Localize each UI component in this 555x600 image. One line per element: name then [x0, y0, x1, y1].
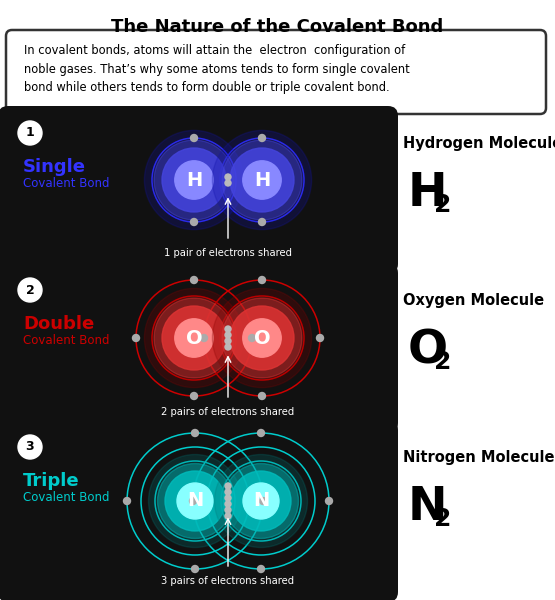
- Circle shape: [230, 306, 294, 370]
- Circle shape: [243, 161, 281, 199]
- Text: H: H: [408, 171, 448, 216]
- Circle shape: [144, 130, 244, 230]
- Circle shape: [190, 277, 198, 283]
- Circle shape: [259, 218, 265, 226]
- Circle shape: [225, 180, 231, 186]
- Text: Oxygen Molecule: Oxygen Molecule: [403, 293, 544, 308]
- Text: O: O: [186, 329, 203, 347]
- Circle shape: [190, 134, 198, 142]
- Circle shape: [225, 326, 231, 332]
- Circle shape: [249, 335, 255, 341]
- Text: Triple: Triple: [23, 472, 79, 490]
- Circle shape: [18, 121, 42, 145]
- Circle shape: [230, 148, 294, 212]
- Circle shape: [325, 497, 332, 505]
- Circle shape: [243, 483, 279, 519]
- Circle shape: [154, 298, 234, 378]
- Circle shape: [225, 174, 231, 180]
- Circle shape: [213, 130, 311, 230]
- Circle shape: [144, 289, 244, 388]
- Circle shape: [224, 463, 299, 539]
- Text: In covalent bonds, atoms will attain the  electron  configuration of
noble gases: In covalent bonds, atoms will attain the…: [24, 44, 410, 94]
- Text: 1: 1: [26, 127, 34, 139]
- Circle shape: [225, 507, 231, 513]
- Text: 2: 2: [434, 193, 451, 217]
- FancyBboxPatch shape: [0, 263, 398, 433]
- Circle shape: [158, 463, 233, 539]
- Text: N: N: [253, 491, 269, 511]
- Circle shape: [149, 455, 241, 547]
- Text: Hydrogen Molecule: Hydrogen Molecule: [403, 136, 555, 151]
- Text: Nitrogen Molecule: Nitrogen Molecule: [403, 450, 554, 465]
- Circle shape: [222, 298, 302, 378]
- Text: Covalent Bond: Covalent Bond: [23, 491, 109, 504]
- Circle shape: [260, 497, 266, 505]
- Circle shape: [258, 565, 265, 572]
- Circle shape: [243, 319, 281, 357]
- Text: N: N: [408, 485, 448, 530]
- Circle shape: [190, 392, 198, 400]
- Text: O: O: [408, 328, 448, 373]
- Text: 3: 3: [26, 440, 34, 454]
- FancyBboxPatch shape: [0, 420, 398, 600]
- Text: The Nature of the Covalent Bond: The Nature of the Covalent Bond: [111, 18, 443, 36]
- FancyBboxPatch shape: [6, 30, 546, 114]
- Circle shape: [214, 455, 307, 547]
- Text: 2: 2: [26, 283, 34, 296]
- Circle shape: [225, 344, 231, 350]
- Circle shape: [190, 218, 198, 226]
- Circle shape: [259, 134, 265, 142]
- Text: Single: Single: [23, 158, 86, 176]
- Circle shape: [18, 278, 42, 302]
- Text: 3 pairs of electrons shared: 3 pairs of electrons shared: [162, 576, 295, 586]
- Circle shape: [225, 513, 231, 519]
- Circle shape: [259, 277, 265, 283]
- Text: Double: Double: [23, 315, 94, 333]
- Circle shape: [191, 430, 199, 437]
- Text: H: H: [254, 170, 270, 190]
- Circle shape: [177, 483, 213, 519]
- Circle shape: [200, 335, 208, 341]
- Text: Covalent Bond: Covalent Bond: [23, 334, 109, 347]
- Circle shape: [213, 289, 311, 388]
- Circle shape: [162, 306, 226, 370]
- Circle shape: [225, 338, 231, 344]
- Circle shape: [133, 335, 139, 341]
- Circle shape: [225, 495, 231, 501]
- Text: 2: 2: [434, 507, 451, 531]
- Circle shape: [225, 501, 231, 507]
- Circle shape: [18, 435, 42, 459]
- Text: 2: 2: [434, 350, 451, 374]
- Text: 2 pairs of electrons shared: 2 pairs of electrons shared: [162, 407, 295, 417]
- Circle shape: [162, 148, 226, 212]
- Text: O: O: [254, 329, 270, 347]
- Circle shape: [225, 332, 231, 338]
- Circle shape: [316, 335, 324, 341]
- FancyBboxPatch shape: [0, 106, 398, 274]
- Circle shape: [124, 497, 130, 505]
- Circle shape: [231, 471, 291, 531]
- Circle shape: [191, 565, 199, 572]
- Circle shape: [175, 319, 213, 357]
- Circle shape: [189, 497, 196, 505]
- Circle shape: [222, 140, 302, 220]
- Text: 1 pair of electrons shared: 1 pair of electrons shared: [164, 248, 292, 258]
- Circle shape: [259, 392, 265, 400]
- Circle shape: [258, 430, 265, 437]
- Circle shape: [225, 489, 231, 495]
- Text: N: N: [187, 491, 203, 511]
- Text: Covalent Bond: Covalent Bond: [23, 177, 109, 190]
- Circle shape: [165, 471, 225, 531]
- Circle shape: [154, 140, 234, 220]
- Circle shape: [225, 483, 231, 489]
- Circle shape: [175, 161, 213, 199]
- Text: H: H: [186, 170, 202, 190]
